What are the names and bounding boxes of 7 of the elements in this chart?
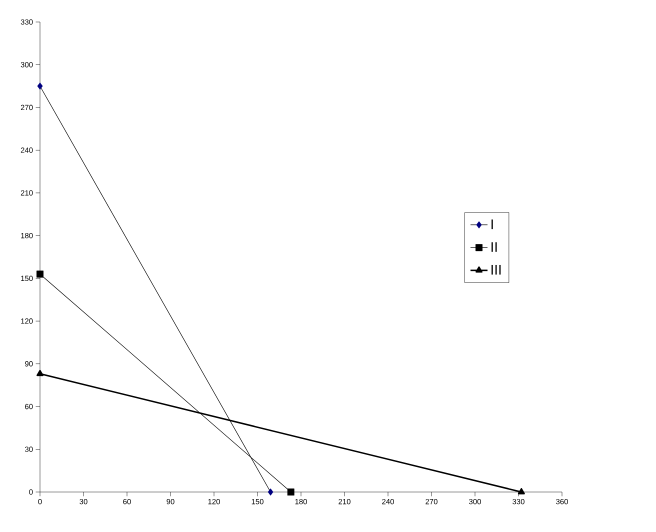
point [287,488,294,496]
legend-label: II [492,242,497,252]
legend-label: I [492,219,493,230]
point [268,488,274,496]
point [36,270,44,278]
point [37,82,43,90]
legend-label: III [492,264,501,275]
